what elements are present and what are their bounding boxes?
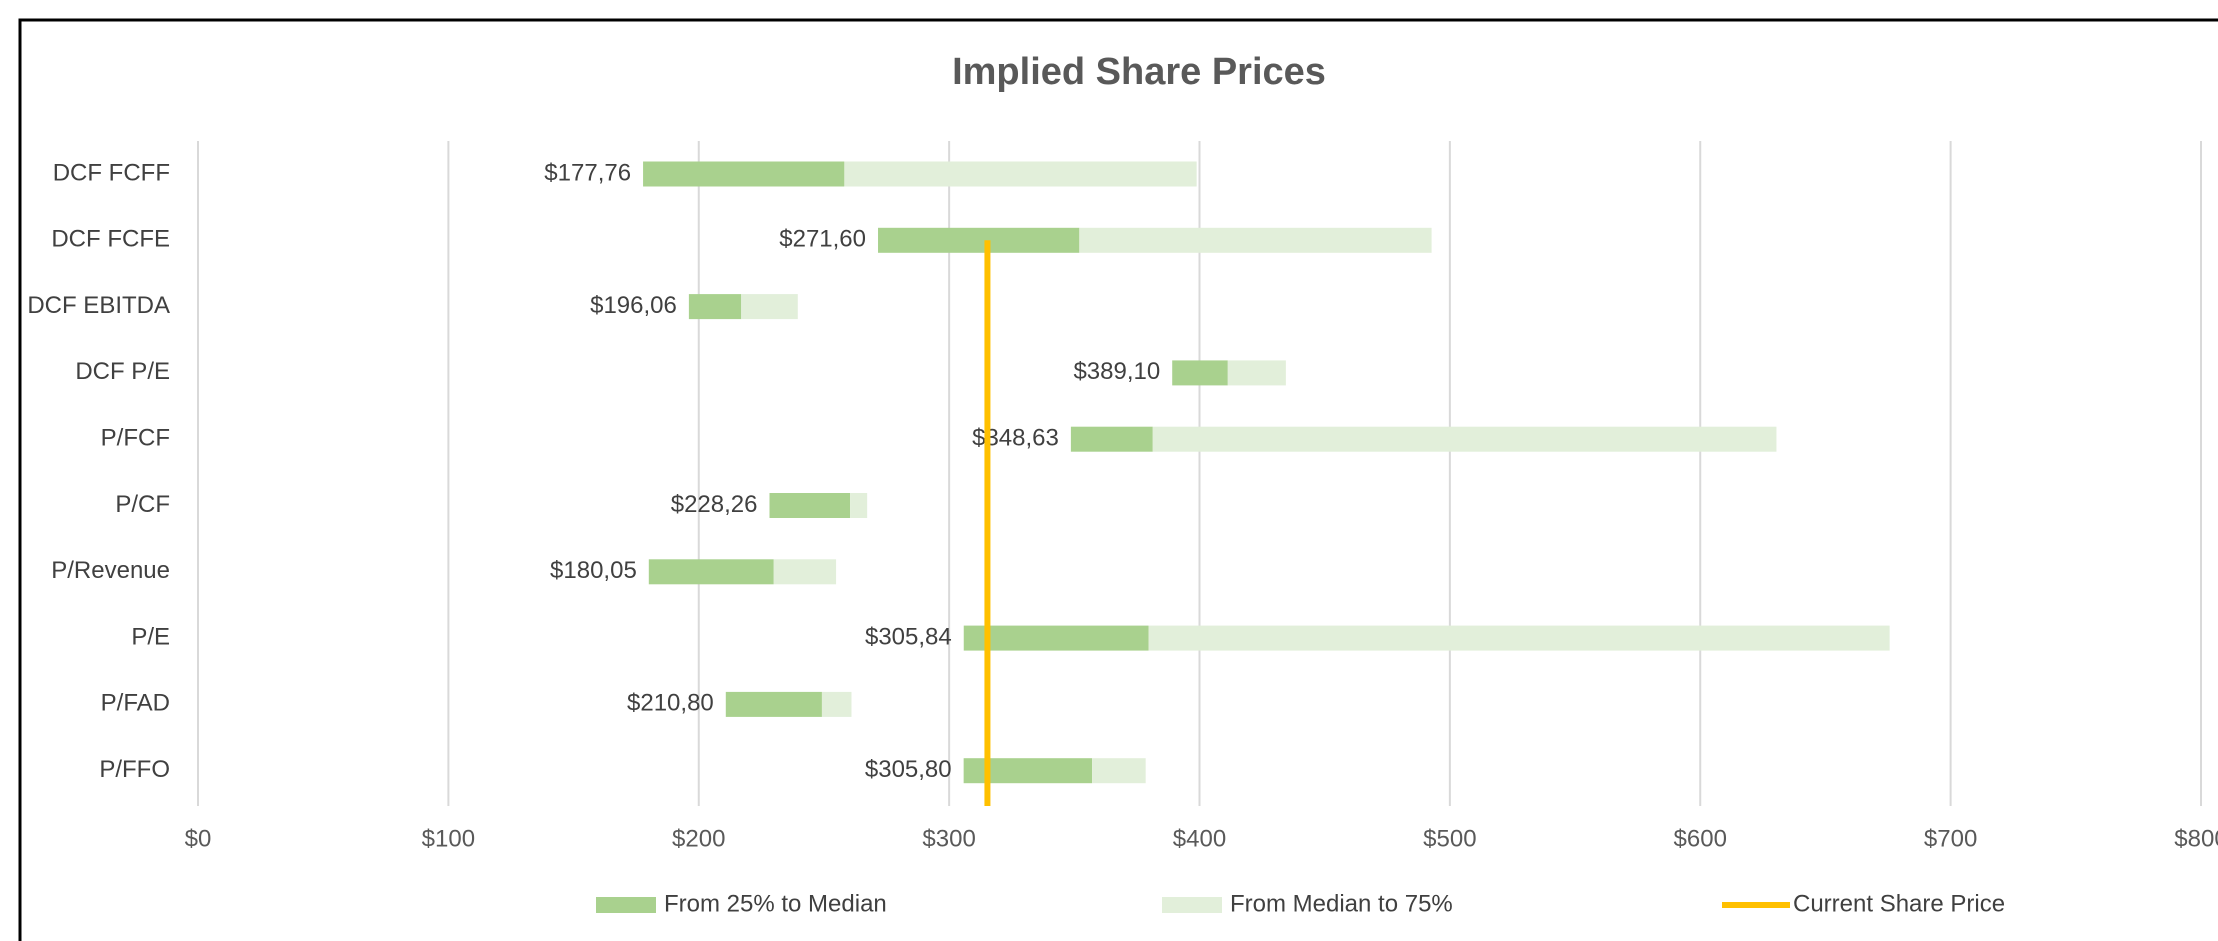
- y-tick-label: P/FAD: [101, 690, 170, 717]
- bar-segment: [741, 294, 798, 320]
- legend-label: From Median to 75%: [1230, 890, 1453, 917]
- chart-title: Implied Share Prices: [952, 51, 1326, 93]
- data-label: $389,10: [1073, 358, 1160, 385]
- bar-segment: [963, 758, 1093, 784]
- bar-segment: [688, 294, 742, 320]
- bar-segment: [1148, 625, 1890, 651]
- y-tick-label: P/E: [131, 623, 170, 650]
- bar-segment: [878, 227, 1080, 253]
- y-tick-label: DCF P/E: [75, 358, 170, 385]
- x-tick-label: $300: [922, 825, 975, 852]
- x-tick-label: $100: [422, 825, 475, 852]
- x-tick-label: $700: [1924, 825, 1977, 852]
- data-label: $177,76: [544, 159, 631, 186]
- y-tick-label: P/FCF: [101, 425, 170, 452]
- bar-segment: [725, 691, 822, 717]
- data-label: $180,05: [550, 557, 637, 584]
- y-tick-label: P/CF: [115, 491, 170, 518]
- bar-segment: [850, 493, 868, 518]
- bar-segment: [769, 493, 851, 518]
- bar-segment: [844, 161, 1197, 187]
- y-tick-label: DCF FCFE: [51, 226, 170, 253]
- bar-segment: [643, 161, 845, 187]
- legend-label: Current Share Price: [1793, 890, 2005, 917]
- x-tick-label: $200: [672, 825, 725, 852]
- y-tick-label: DCF EBITDA: [27, 292, 170, 319]
- bar-segment: [1092, 758, 1146, 784]
- bar-segment: [1079, 227, 1432, 253]
- legend-swatch: [1162, 897, 1222, 913]
- data-label: $210,80: [627, 690, 714, 717]
- data-label: $196,06: [590, 292, 677, 319]
- x-tick-label: $600: [1674, 825, 1727, 852]
- data-label: $305,84: [865, 623, 952, 650]
- bar-segment: [1227, 360, 1286, 386]
- x-tick-label: $400: [1173, 825, 1226, 852]
- chart-frame: [18, 18, 2218, 941]
- bar-segment: [963, 625, 1149, 651]
- bar-segment: [1070, 426, 1153, 452]
- x-tick-label: $0: [185, 825, 212, 852]
- bar-segment: [1172, 360, 1228, 386]
- data-label: $271,60: [779, 226, 866, 253]
- x-tick-label: $800: [2174, 825, 2218, 852]
- x-tick-label: $500: [1423, 825, 1476, 852]
- bar-segment: [648, 559, 774, 585]
- legend-swatch: [596, 897, 656, 913]
- data-label: $305,80: [865, 756, 952, 783]
- y-tick-label: P/Revenue: [51, 557, 170, 584]
- bar-segment: [1152, 426, 1777, 452]
- y-tick-label: P/FFO: [99, 756, 170, 783]
- bar-segment: [773, 559, 837, 585]
- y-tick-label: DCF FCFF: [53, 159, 170, 186]
- data-label: $228,26: [671, 491, 758, 518]
- legend-label: From 25% to Median: [664, 890, 887, 917]
- bar-segment: [821, 691, 852, 717]
